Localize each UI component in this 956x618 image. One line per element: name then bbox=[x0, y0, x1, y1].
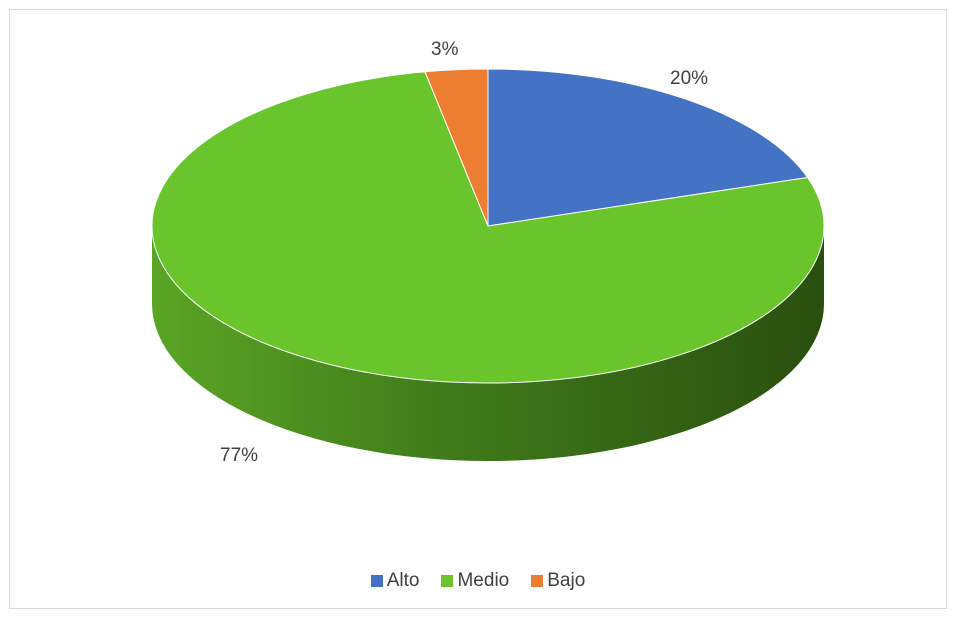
data-label-medio: 77% bbox=[220, 445, 258, 466]
data-label-alto: 20% bbox=[670, 68, 708, 89]
legend: Alto Medio Bajo bbox=[0, 568, 956, 594]
legend-label-alto: Alto bbox=[386, 570, 420, 591]
pie-top-layer bbox=[151, 68, 825, 384]
legend-item-bajo: Bajo bbox=[531, 570, 585, 592]
data-label-bajo: 3% bbox=[431, 39, 459, 60]
legend-swatch-medio bbox=[441, 575, 454, 587]
legend-item-alto: Alto bbox=[370, 570, 420, 592]
pie-slice-medio bbox=[151, 71, 825, 384]
pie-slice-alto bbox=[487, 68, 809, 227]
pie-slice-bajo bbox=[424, 68, 489, 227]
legend-swatch-bajo bbox=[531, 575, 544, 587]
legend-swatch-alto bbox=[370, 575, 383, 587]
pie-side-medio bbox=[152, 226, 824, 461]
legend-label-bajo: Bajo bbox=[547, 570, 586, 591]
legend-label-medio: Medio bbox=[457, 570, 510, 591]
data-label-layer: 20% 77% 3% bbox=[220, 39, 708, 466]
legend-item-medio: Medio bbox=[441, 570, 509, 592]
pie-side-layer bbox=[152, 226, 824, 461]
